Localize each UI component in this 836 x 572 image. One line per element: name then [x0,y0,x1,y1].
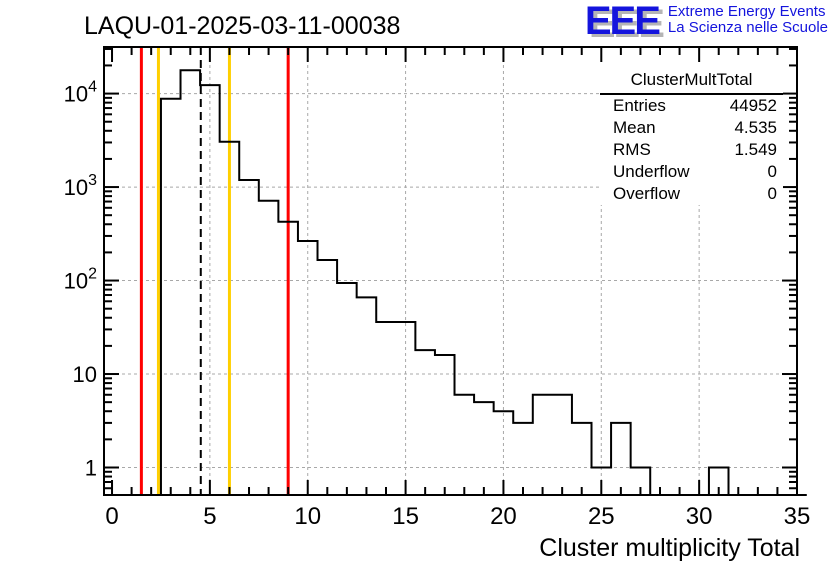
y-tick-label: 104 [64,79,97,107]
stats-label: Underflow [613,162,690,181]
eee-logo-text: Extreme Energy Events La Scienza nelle S… [668,2,828,36]
stats-row-underflow: Underflow 0 [600,161,783,183]
plot-title: LAQU-01-2025-03-11-00038 [84,12,401,40]
y-tick-label: 103 [64,172,97,200]
x-tick-label: 10 [294,503,321,530]
eee-logo-line2: La Scienza nelle Scuole [667,19,828,36]
stats-label: RMS [613,140,651,159]
axis-ticks-layer [104,47,798,495]
x-tick-label: 30 [686,503,713,530]
y-tick-label: 102 [64,266,97,294]
stats-label: Mean [613,118,656,137]
x-tick-label: 35 [784,503,811,530]
x-axis-title: Cluster multiplicity Total [539,534,800,562]
eee-logo-acronym: EEE [584,0,661,43]
stats-label: Overflow [613,184,681,203]
x-tick-label: 20 [490,503,517,530]
stats-value: 0 [767,162,777,181]
stats-row-mean: Mean 4.535 [600,117,783,139]
stats-value: 44952 [729,96,777,115]
marker-lines-layer [139,47,290,495]
x-tick-label: 15 [392,503,419,530]
eee-logo: EEE Extreme Energy Events La Scienza nel… [584,0,828,43]
histogram-layer [121,69,807,496]
stats-row-overflow: Overflow 0 [600,183,783,205]
plot-frame [103,46,798,496]
x-tick-label: 5 [203,503,216,530]
stats-value: 1.549 [734,140,777,159]
stats-value: 4.535 [734,118,777,137]
stats-box-title: ClusterMultTotal [600,63,783,95]
stats-label: Entries [613,96,666,115]
stats-value: 0 [767,184,777,203]
histogram-step-line [121,69,807,496]
stats-row-entries: Entries 44952 [600,95,783,117]
eee-logo-line1: Extreme Energy Events [667,3,826,20]
stats-row-rms: RMS 1.549 [600,139,783,161]
stats-box: ClusterMultTotal Entries 44952 Mean 4.53… [600,63,783,205]
y-tick-label: 10 [73,362,97,387]
x-tick-label: 0 [105,503,118,530]
x-tick-label: 25 [588,503,615,530]
y-tick-label: 1 [85,456,97,481]
